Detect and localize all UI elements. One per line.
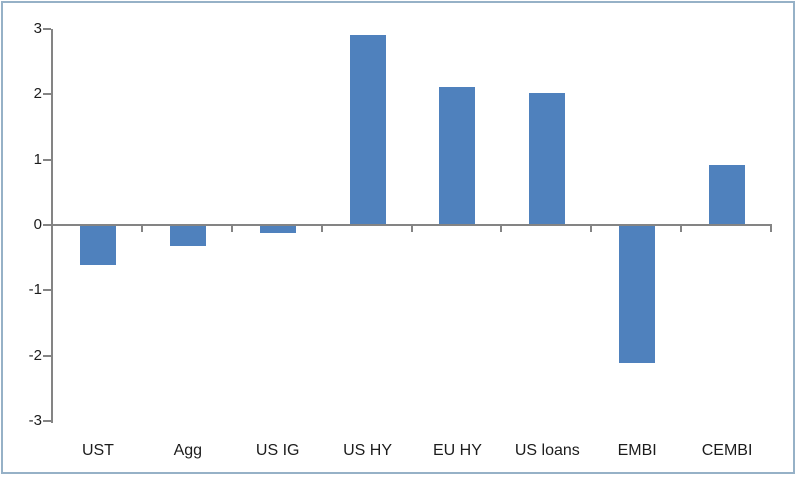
y-tick — [43, 354, 51, 357]
x-tick — [500, 226, 503, 232]
category-label: Agg — [173, 442, 203, 459]
y-tick — [43, 28, 51, 30]
category-label: US IG — [255, 442, 300, 459]
x-tick — [230, 226, 233, 232]
y-tick-label: 3 — [33, 20, 42, 37]
y-tick-label: -2 — [28, 346, 42, 364]
x-tick — [410, 226, 413, 232]
y-tick — [43, 224, 51, 226]
bar-us-hy — [350, 34, 386, 224]
bar-agg — [170, 226, 206, 246]
bar-embi — [619, 226, 655, 364]
y-tick — [43, 93, 51, 96]
bar-us-loans — [529, 93, 565, 224]
x-tick — [590, 226, 593, 232]
x-tick — [680, 226, 683, 232]
y-tick — [43, 289, 51, 292]
y-axis-line — [51, 29, 53, 423]
y-tick-label: 2 — [33, 85, 42, 103]
category-label: UST — [81, 442, 114, 459]
x-tick — [320, 226, 323, 232]
chart-frame — [1, 1, 795, 474]
bar-eu-hy — [439, 86, 475, 224]
y-tick — [43, 158, 51, 161]
category-label: EU HY — [432, 442, 482, 459]
category-label: CEMBI — [701, 442, 753, 459]
bar-ust — [80, 226, 116, 266]
category-label: US loans — [514, 442, 580, 459]
x-axis-zero-line — [53, 224, 772, 226]
y-tick-label: 1 — [33, 150, 42, 168]
y-tick — [43, 419, 51, 422]
x-tick — [770, 226, 772, 232]
category-label: US HY — [343, 442, 393, 459]
x-tick — [140, 226, 143, 232]
y-tick-label: -1 — [28, 281, 42, 299]
bar-us-ig — [260, 226, 296, 233]
bar-cembi — [709, 165, 745, 224]
y-tick-label: -3 — [28, 411, 42, 429]
y-tick-label: 0 — [33, 216, 42, 233]
category-label: EMBI — [617, 442, 657, 459]
